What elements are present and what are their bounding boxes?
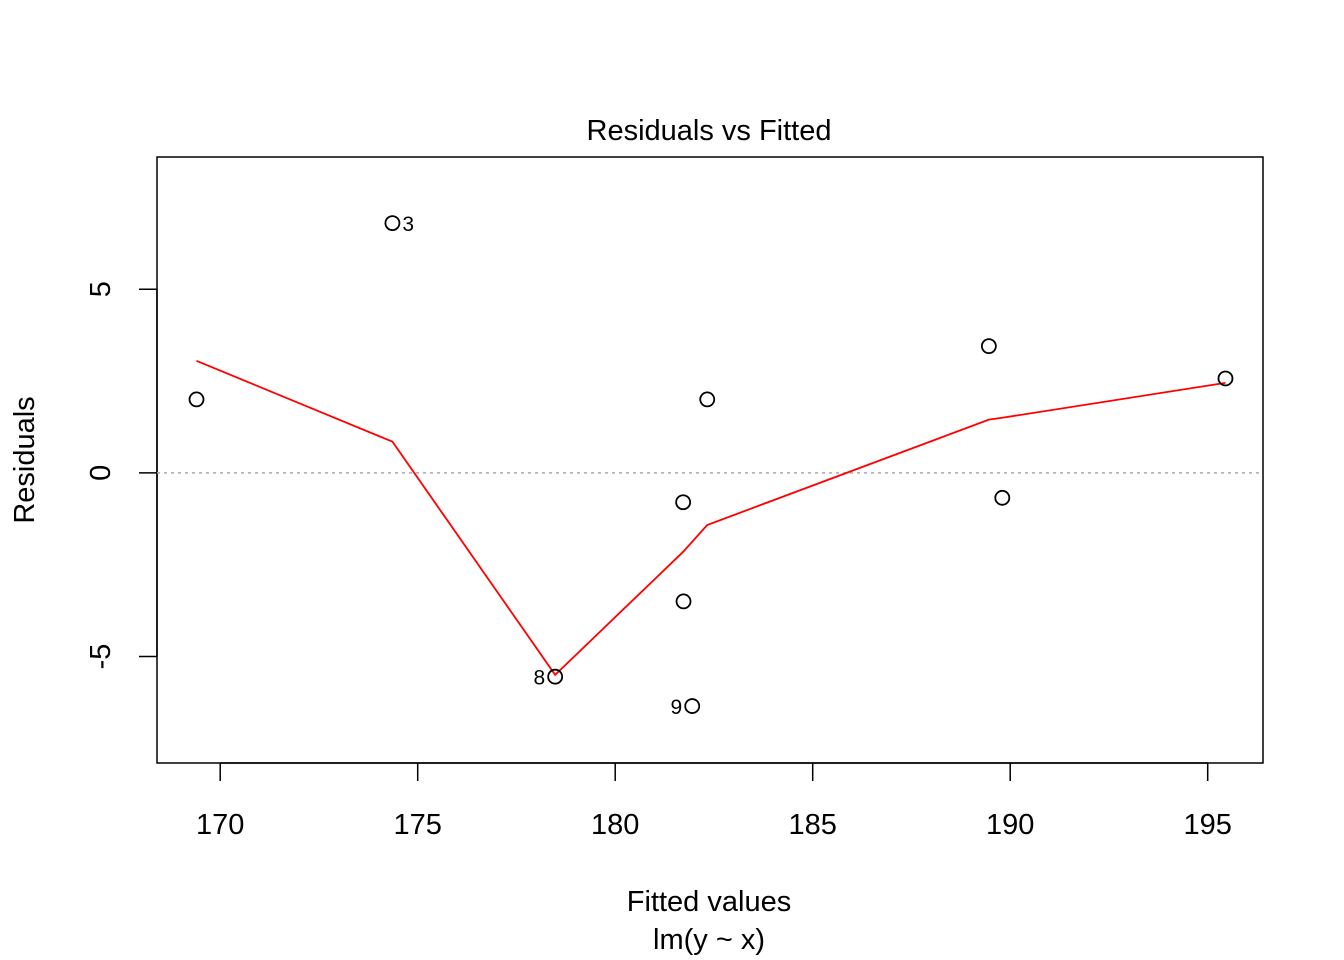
plot-frame	[156, 156, 1264, 764]
residual-point	[384, 215, 401, 232]
plot-area: 170 175 180 185 190 195 -5 0 5 3 8 9	[85, 156, 1264, 841]
residual-point	[994, 489, 1011, 506]
y-tick-label: 5	[85, 281, 117, 297]
y-tick-label: -5	[85, 644, 117, 670]
residual-point	[675, 494, 692, 511]
chart-subtitle: lm(y ~ x)	[653, 924, 765, 956]
point-label: 9	[671, 696, 683, 719]
x-tick-label: 195	[1184, 809, 1232, 841]
point-label: 8	[533, 667, 545, 690]
point-label: 3	[402, 213, 414, 236]
y-tick-label: 0	[85, 465, 117, 481]
residual-point	[547, 668, 564, 685]
x-tick-label: 185	[789, 809, 837, 841]
residual-point	[980, 338, 997, 355]
residual-point	[188, 391, 205, 408]
residual-point	[1217, 370, 1234, 387]
residual-point	[699, 391, 716, 408]
x-tick-label: 180	[591, 809, 639, 841]
x-tick-label: 170	[196, 809, 244, 841]
x-tick-label: 175	[394, 809, 442, 841]
chart-title: Residuals vs Fitted	[587, 115, 832, 147]
residual-point	[684, 698, 701, 714]
y-axis-label: Residuals	[9, 396, 41, 523]
residual-point	[675, 593, 692, 610]
x-tick-label: 190	[986, 809, 1034, 841]
smoother-line	[196, 360, 1226, 677]
x-axis-label: Fitted values	[627, 886, 791, 918]
